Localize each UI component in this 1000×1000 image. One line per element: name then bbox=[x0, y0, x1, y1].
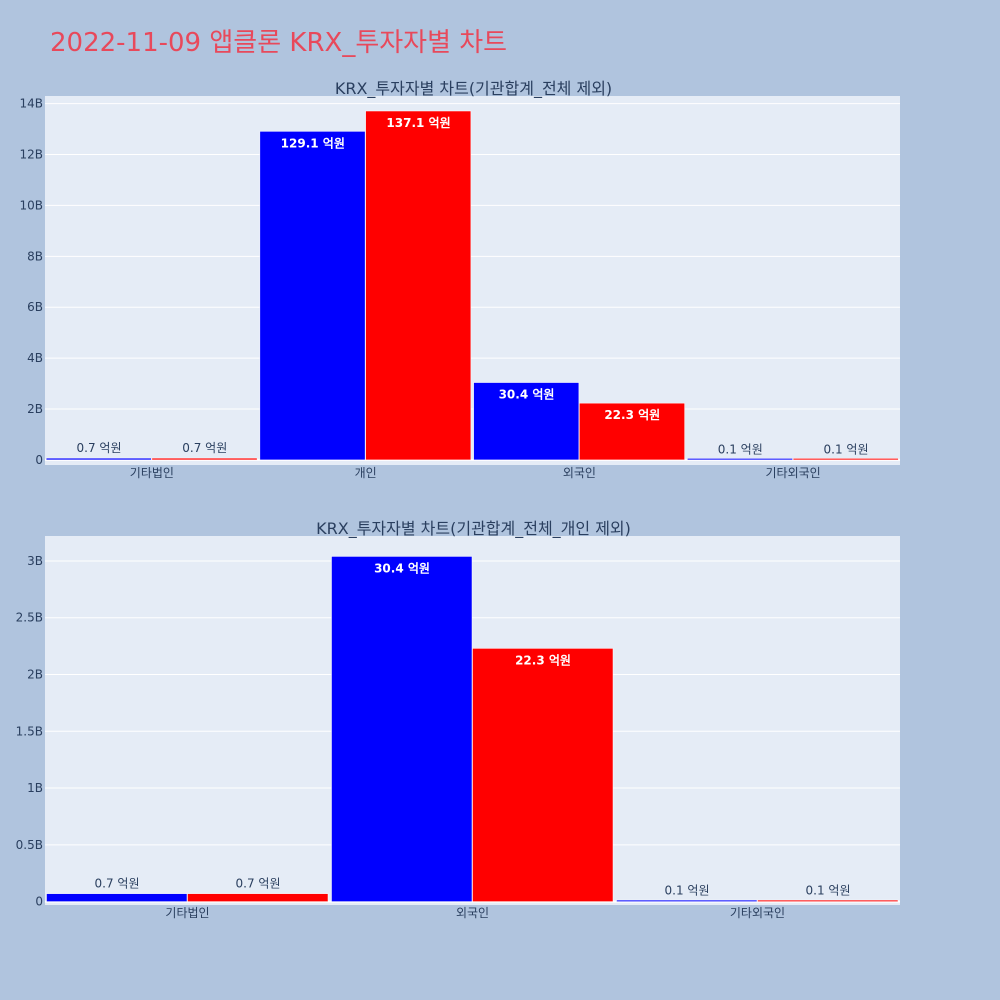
bar bbox=[616, 899, 758, 902]
y-tick-label: 3B bbox=[27, 554, 43, 568]
data-label: 0.7 억원 bbox=[182, 441, 227, 455]
x-tick-label: 기타법인 bbox=[130, 466, 174, 480]
x-tick-label: 기타법인 bbox=[165, 906, 209, 920]
y-tick-label: 6B bbox=[27, 300, 43, 314]
data-label: 0.7 억원 bbox=[95, 877, 140, 891]
bar bbox=[365, 110, 472, 461]
y-tick-label: 2B bbox=[27, 668, 43, 682]
bar bbox=[579, 402, 685, 461]
data-label: 0.1 억원 bbox=[824, 443, 869, 457]
y-tick-label: 2.5B bbox=[16, 611, 43, 625]
bar bbox=[473, 382, 580, 461]
y-tick-label: 0 bbox=[35, 453, 43, 467]
chart-title: KRX_투자자별 차트(기관합계_전체_개인 제외) bbox=[316, 519, 631, 539]
y-tick-label: 2B bbox=[27, 402, 43, 416]
y-tick-label: 1.5B bbox=[16, 724, 43, 738]
bar bbox=[792, 458, 899, 461]
x-tick-label: 외국인 bbox=[456, 906, 489, 920]
y-tick-label: 4B bbox=[27, 351, 43, 365]
bar bbox=[757, 899, 899, 902]
data-label: 22.3 억원 bbox=[515, 653, 571, 667]
data-label: 0.7 억원 bbox=[77, 441, 122, 455]
x-tick-label: 기타외국인 bbox=[730, 906, 785, 920]
y-tick-label: 10B bbox=[19, 198, 43, 212]
page-title: 2022-11-09 앱클론 KRX_투자자별 차트 bbox=[50, 28, 508, 58]
bar bbox=[187, 893, 329, 902]
y-tick-label: 8B bbox=[27, 249, 43, 263]
y-tick-label: 12B bbox=[19, 148, 43, 162]
data-label: 22.3 억원 bbox=[604, 408, 660, 422]
data-label: 30.4 억원 bbox=[374, 561, 430, 575]
data-label: 0.1 억원 bbox=[806, 883, 851, 897]
data-label: 0.1 억원 bbox=[665, 883, 710, 897]
y-tick-label: 0 bbox=[35, 895, 43, 909]
bar bbox=[46, 893, 188, 902]
y-tick-label: 1B bbox=[27, 781, 43, 795]
bar bbox=[259, 131, 366, 461]
data-label: 137.1 억원 bbox=[386, 116, 450, 130]
data-label: 129.1 억원 bbox=[281, 136, 345, 150]
x-tick-label: 개인 bbox=[355, 466, 377, 480]
y-tick-label: 0.5B bbox=[16, 838, 43, 852]
bar bbox=[472, 648, 614, 902]
data-label: 0.1 억원 bbox=[718, 443, 763, 457]
chart-title: KRX_투자자별 차트(기관합계_전체 제외) bbox=[335, 79, 612, 99]
bar bbox=[45, 457, 152, 461]
bar bbox=[151, 457, 258, 461]
bar bbox=[331, 556, 473, 902]
data-label: 30.4 억원 bbox=[499, 388, 555, 402]
chart-top: 0 2B 4B 6B 8B 10B 12B 14B KRX_투자자별 차트(기관합계_전체 제외… bbox=[19, 79, 900, 480]
data-label: 0.7 억원 bbox=[236, 877, 281, 891]
y-tick-label: 14B bbox=[19, 97, 43, 111]
x-tick-label: 기타외국인 bbox=[766, 466, 821, 480]
plot-area bbox=[45, 96, 900, 465]
chart-bottom: 0 0.5B 1B 1.5B 2B 2.5B 3B KRX_투자자별 차트(기관합계_전체_개… bbox=[16, 519, 900, 920]
x-tick-label: 외국인 bbox=[563, 466, 596, 480]
bar bbox=[687, 458, 793, 461]
